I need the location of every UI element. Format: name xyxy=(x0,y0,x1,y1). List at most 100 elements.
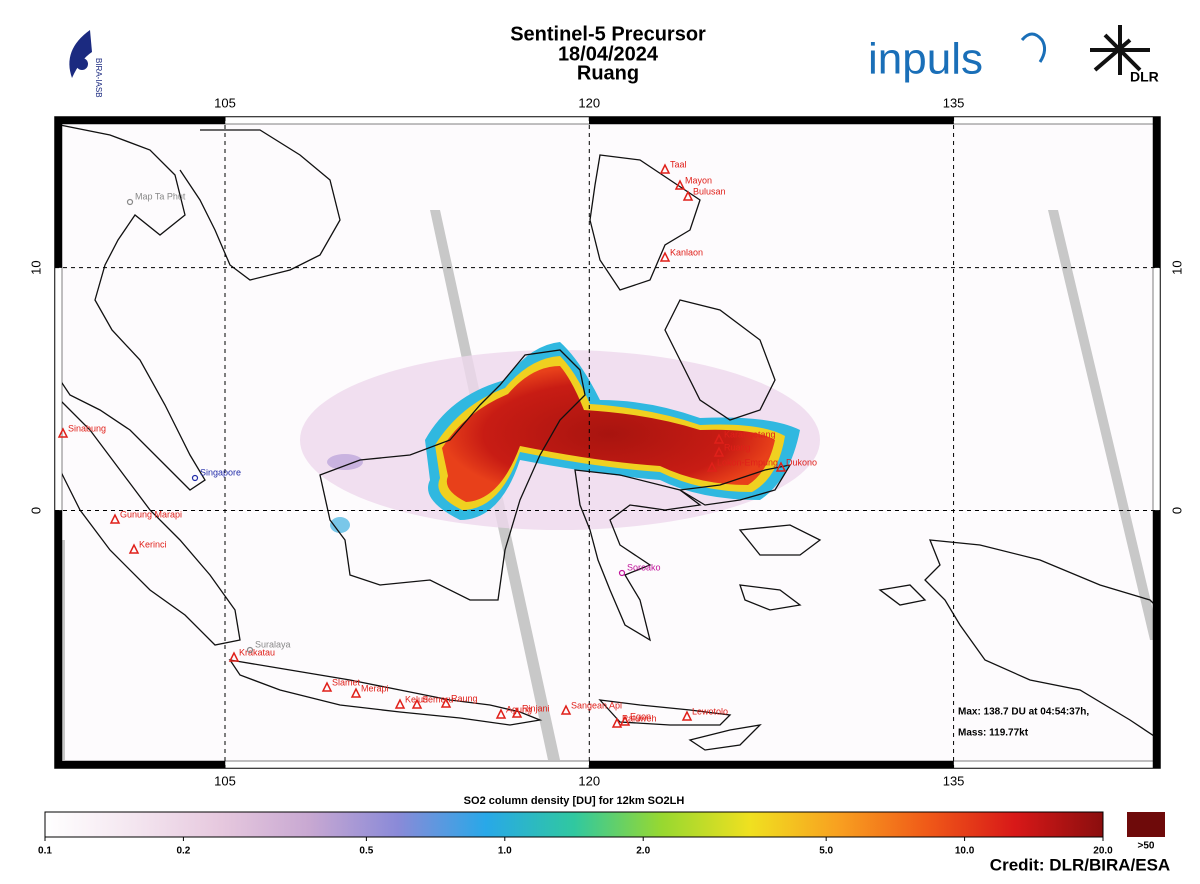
volcano-marker xyxy=(495,708,507,719)
place-label: Mayon xyxy=(685,175,712,185)
frame-bar xyxy=(54,267,63,511)
frame-bar xyxy=(54,116,63,268)
site-marker xyxy=(618,569,626,577)
volcano-marker xyxy=(706,461,718,472)
volcano-marker xyxy=(659,163,671,174)
frame-bar xyxy=(589,760,954,769)
colorbar-tick-label: 2.0 xyxy=(636,846,650,857)
volcano-marker xyxy=(109,513,121,524)
place-label: Bulusan xyxy=(693,186,726,196)
mass-text: Mass: 119.77kt xyxy=(958,728,1029,739)
colorbar-tick-label: 5.0 xyxy=(819,846,833,857)
place-label: Map Ta Phut xyxy=(135,191,186,201)
place-label: Sinabung xyxy=(68,423,106,433)
bira-logo: BIRA-IASB xyxy=(69,30,103,98)
place-label: Kerinci xyxy=(139,539,167,549)
so2-plume xyxy=(300,342,820,533)
title: Sentinel-5 Precursor xyxy=(510,23,706,45)
volcano-marker xyxy=(713,433,725,444)
map xyxy=(54,116,1161,769)
volcano-marker xyxy=(674,179,686,190)
volcano-marker xyxy=(611,717,623,728)
inpuls-logo: inpuls xyxy=(868,35,983,84)
place-label: Lokon-Empung xyxy=(717,457,778,467)
frame-bar xyxy=(1152,510,1161,769)
volcano-marker xyxy=(350,687,362,698)
place-label: Soroako xyxy=(627,562,661,572)
volcano-marker xyxy=(713,446,725,457)
colorbar-tick-label: 0.2 xyxy=(176,846,190,857)
place-label: Semeru xyxy=(422,694,454,704)
colorbar-tick-label: 0.5 xyxy=(359,846,373,857)
volcano-marker xyxy=(228,651,240,662)
frame-bar xyxy=(54,116,226,125)
frame-bar xyxy=(1152,116,1161,268)
place-label: Raung xyxy=(451,693,478,703)
place-label: Agung xyxy=(506,704,532,714)
place-label: Slamet xyxy=(332,677,361,687)
inpuls-swoosh xyxy=(1020,32,1047,63)
place-label: Paluweh xyxy=(622,713,657,723)
volcano-marker xyxy=(321,681,333,692)
place-label: Rinjani xyxy=(522,703,550,713)
place-label: Karangetang xyxy=(724,429,776,439)
map-content xyxy=(55,124,1160,761)
place-label: Kanlaon xyxy=(670,247,703,257)
place-label: Krakatau xyxy=(239,647,275,657)
site-marker xyxy=(191,474,199,482)
lat-tick-label: 10 xyxy=(28,260,43,274)
volcano-marker xyxy=(560,704,572,715)
place-label: Ruang xyxy=(724,442,751,452)
lon-tick-label: 135 xyxy=(943,95,965,110)
lon-tick-label: 120 xyxy=(578,773,600,788)
place-label: Taal xyxy=(670,159,687,169)
place-label: Merapi xyxy=(361,683,389,693)
colorbar-title: SO2 column density [DU] for 12km SO2LH xyxy=(464,795,685,807)
subtitle: Ruang xyxy=(577,62,639,84)
swath-gap xyxy=(1048,210,1160,640)
place-label: Suralaya xyxy=(255,639,291,649)
volcano-marker xyxy=(681,710,693,721)
colorbar-tick-label: 10.0 xyxy=(955,846,975,857)
volcano-marker xyxy=(394,698,406,709)
volcano-marker xyxy=(659,251,671,262)
frame-bar xyxy=(224,116,590,125)
bira-text: BIRA-IASB xyxy=(94,58,103,98)
colorbar-over xyxy=(1127,812,1165,837)
frame-bar xyxy=(1152,267,1161,511)
volcano-marker xyxy=(411,698,423,709)
lon-tick-label: 135 xyxy=(943,773,965,788)
volcano-marker xyxy=(775,461,787,472)
volcano-marker xyxy=(128,543,140,554)
frame-bar xyxy=(589,116,954,125)
volcano-marker xyxy=(511,707,523,718)
lat-tick-label: 0 xyxy=(1169,507,1184,514)
frame-bar xyxy=(953,116,1161,125)
place-label: Sangean Api xyxy=(571,700,622,710)
place-label: Gunung Marapi xyxy=(120,509,182,519)
colorbar-tick-label: 1.0 xyxy=(498,846,512,857)
place-label: Lewotolo xyxy=(692,706,728,716)
colorbar xyxy=(44,811,1104,838)
dlr-logo: DLR xyxy=(1090,25,1159,85)
lon-tick-label: 105 xyxy=(214,773,236,788)
frame-bar xyxy=(224,760,590,769)
dlr-text: DLR xyxy=(1130,69,1159,85)
place-label: Singapore xyxy=(200,467,241,477)
place-label: Egon xyxy=(630,711,651,721)
site-marker xyxy=(246,646,254,654)
colorbar-tick-label: 0.1 xyxy=(38,846,52,857)
colorbar-tick-label: 20.0 xyxy=(1093,846,1113,857)
frame-bar xyxy=(953,760,1161,769)
volcano-marker xyxy=(57,427,69,438)
colorbar-over-label: >50 xyxy=(1138,841,1155,852)
date: 18/04/2024 xyxy=(558,43,659,65)
lat-tick-label: 10 xyxy=(1169,260,1184,274)
frame-bar xyxy=(54,510,63,769)
volcano-marker xyxy=(619,715,631,726)
max-text: Max: 138.7 DU at 04:54:37h, xyxy=(958,707,1089,718)
volcano-marker xyxy=(440,697,452,708)
frame-bar xyxy=(54,760,226,769)
